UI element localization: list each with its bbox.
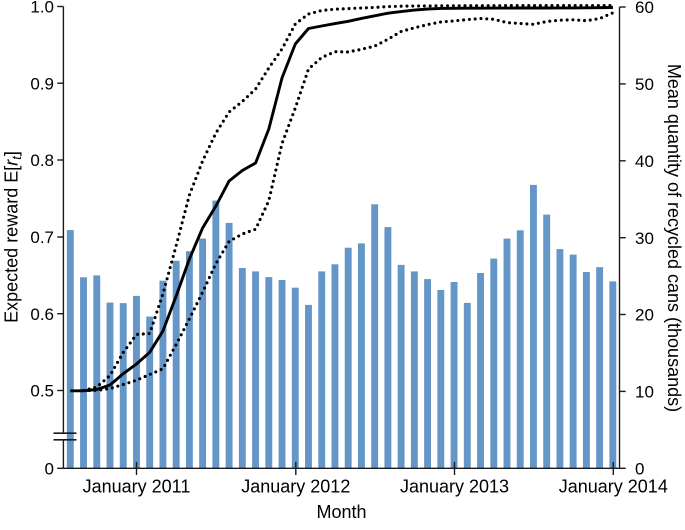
svg-text:0.9: 0.9 (30, 74, 54, 93)
svg-text:50: 50 (635, 75, 654, 94)
svg-text:1.0: 1.0 (30, 0, 54, 17)
svg-text:Mean quantity of recycled cans: Mean quantity of recycled cans (thousand… (664, 64, 684, 412)
svg-text:0.7: 0.7 (30, 228, 54, 247)
svg-text:60: 60 (635, 0, 654, 17)
svg-text:Month: Month (316, 502, 366, 522)
svg-text:January 2012: January 2012 (241, 476, 350, 496)
svg-text:20: 20 (635, 306, 654, 325)
svg-text:0.5: 0.5 (30, 382, 54, 401)
svg-text:40: 40 (635, 152, 654, 171)
svg-text:January 2014: January 2014 (559, 476, 668, 496)
svg-text:0.8: 0.8 (30, 151, 54, 170)
svg-text:January 2013: January 2013 (400, 476, 509, 496)
svg-text:30: 30 (635, 229, 654, 248)
svg-text:Expected reward E[rt]: Expected reward E[rt] (2, 151, 25, 323)
svg-text:January 2011: January 2011 (83, 476, 191, 496)
svg-text:10: 10 (635, 383, 654, 402)
svg-text:0.6: 0.6 (30, 305, 54, 324)
svg-text:0: 0 (635, 459, 644, 478)
svg-text:0: 0 (45, 459, 54, 478)
